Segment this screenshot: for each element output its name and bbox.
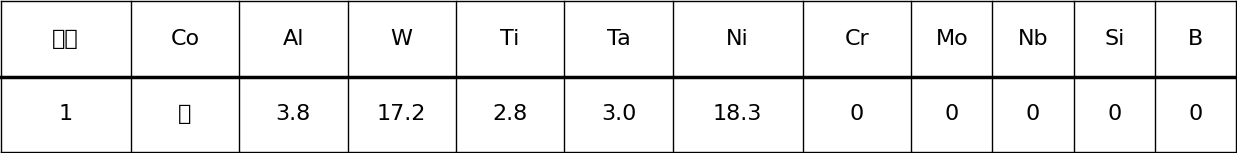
Text: 合金: 合金 bbox=[52, 29, 79, 49]
Text: Al: Al bbox=[282, 29, 304, 49]
Text: W: W bbox=[391, 29, 413, 49]
Text: 3.0: 3.0 bbox=[601, 104, 636, 124]
Text: 3.8: 3.8 bbox=[276, 104, 310, 124]
Text: 0: 0 bbox=[1189, 104, 1202, 124]
Text: Ta: Ta bbox=[606, 29, 631, 49]
Text: 0: 0 bbox=[945, 104, 959, 124]
Text: Mo: Mo bbox=[935, 29, 969, 49]
Text: 18.3: 18.3 bbox=[713, 104, 762, 124]
Text: Ti: Ti bbox=[501, 29, 520, 49]
Text: Si: Si bbox=[1105, 29, 1124, 49]
Text: 余: 余 bbox=[178, 104, 192, 124]
Text: B: B bbox=[1188, 29, 1204, 49]
Text: 2.8: 2.8 bbox=[492, 104, 528, 124]
Text: Nb: Nb bbox=[1018, 29, 1049, 49]
Text: 1: 1 bbox=[58, 104, 73, 124]
Text: 0: 0 bbox=[1025, 104, 1040, 124]
Text: Cr: Cr bbox=[845, 29, 870, 49]
Text: Co: Co bbox=[171, 29, 199, 49]
Text: 0: 0 bbox=[1107, 104, 1122, 124]
Text: 17.2: 17.2 bbox=[377, 104, 427, 124]
Text: 0: 0 bbox=[850, 104, 865, 124]
Text: Ni: Ni bbox=[726, 29, 750, 49]
